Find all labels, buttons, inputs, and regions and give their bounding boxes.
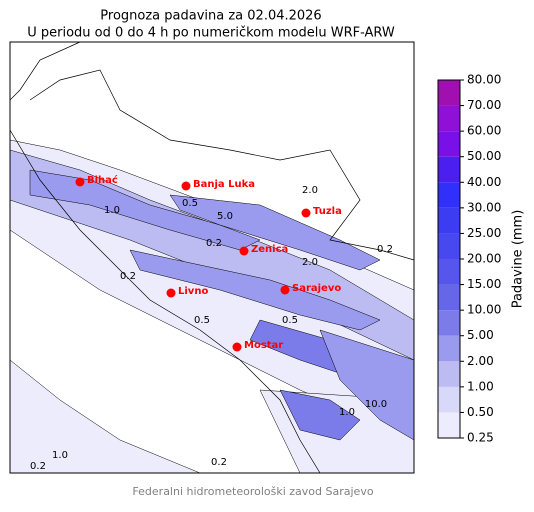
- colorbar-segment: [438, 182, 460, 208]
- city-label: Sarajevo: [292, 283, 341, 294]
- colorbar-tick-label: 0.25: [467, 431, 494, 445]
- colorbar-label: Padavine (mm): [511, 210, 526, 309]
- city-marker: [301, 208, 311, 218]
- contour-labels: 1.0 0.5 5.0 0.2 2.0 0.2 0.2 1.0 0.5 0.5 10.0 1.0 0.2…: [30, 185, 393, 472]
- border: [29, 69, 415, 261]
- city-marker: [166, 288, 176, 298]
- colorbar-segment: [438, 105, 460, 132]
- colorbar-segment: [438, 284, 460, 311]
- precip-area: [169, 194, 381, 271]
- colorbar-tick-label: 2.00: [467, 354, 494, 368]
- colorbar-segment: [438, 233, 460, 259]
- colorbar-tick-label: 1.00: [467, 379, 494, 393]
- contour-label: 1.0: [339, 407, 355, 418]
- colorbar-tick-label: 80.00: [467, 73, 501, 87]
- colorbar-segment: [438, 131, 460, 157]
- contour-label: 0.5: [182, 198, 198, 209]
- colorbar-tick-label: 50.00: [467, 149, 501, 163]
- city-label: Bihać: [87, 174, 118, 186]
- colorbar: 0.25 0.50 1.00 2.00 5.00 10.00 15.00 20.00 25.00…: [437, 73, 501, 445]
- colorbar-segment: [438, 386, 460, 413]
- contour-label: 5.0: [217, 211, 233, 222]
- colorbar-tick-label: 0.50: [467, 405, 494, 419]
- precip-area: [279, 389, 361, 441]
- footer: Federalni hidrometeorološki zavod Saraje…: [132, 485, 373, 498]
- border: [9, 41, 81, 101]
- colorbar-tick-label: 60.00: [467, 124, 501, 138]
- colorbar-tick-label: 70.00: [467, 98, 501, 112]
- precip-area: [129, 249, 381, 331]
- colorbar-tick-label: 20.00: [467, 252, 501, 266]
- contour-label: 0.2: [120, 271, 136, 282]
- contour-label: 2.0: [302, 185, 318, 196]
- city-label: Livno: [178, 286, 208, 297]
- colorbar-tick-label: 25.00: [467, 226, 501, 240]
- contour-label: 10.0: [365, 399, 387, 410]
- colorbar-segment: [438, 361, 460, 387]
- colorbar-segment: [438, 335, 460, 362]
- contour-label: 0.2: [377, 244, 393, 255]
- colorbar-segment: [438, 156, 460, 183]
- colorbar-segment: [438, 259, 460, 285]
- colorbar-tick-label: 5.00: [467, 328, 494, 342]
- contour-label: 1.0: [104, 205, 120, 216]
- precip-area: [29, 169, 261, 251]
- city-marker: [280, 285, 290, 295]
- colorbar-segment: [438, 310, 460, 336]
- colorbar-tick-label: 30.00: [467, 200, 501, 214]
- city-marker: [75, 177, 85, 187]
- colorbar-tick-label: 40.00: [467, 175, 501, 189]
- colorbar-tick-label: 15.00: [467, 277, 501, 291]
- city-label: Mostar: [244, 340, 283, 351]
- colorbar-segment: [438, 207, 460, 234]
- contour-label: 0.5: [194, 315, 210, 326]
- coastline: [9, 129, 321, 474]
- city-label: Tuzla: [313, 206, 342, 217]
- map: [9, 41, 415, 474]
- map-frame: [9, 41, 415, 474]
- city-marker: [232, 342, 242, 352]
- title: Prognoza padavina za 02.04.2026: [100, 9, 321, 24]
- contour-label: 1.0: [52, 450, 68, 461]
- city-label: Banja Luka: [193, 179, 255, 190]
- colorbar-tick-label: 10.00: [467, 303, 501, 317]
- subtitle: U periodu od 0 do 4 h po numeričkom mode…: [27, 26, 395, 41]
- contour-label: 0.2: [206, 238, 222, 249]
- city-marker: [181, 181, 191, 191]
- precip-area: [319, 329, 415, 441]
- contour-label: 2.0: [302, 257, 318, 268]
- contour-label: 0.2: [30, 461, 46, 472]
- colorbar-segment: [438, 412, 460, 438]
- contour-label: 0.5: [282, 315, 298, 326]
- city-label: Zenica: [251, 244, 288, 255]
- city-marker: [239, 246, 249, 256]
- colorbar-segment: [438, 80, 460, 106]
- contour-label: 0.2: [211, 457, 227, 468]
- cities: Bihać Banja Luka Tuzla Zenica Livno Sarajevo M…: [75, 174, 342, 352]
